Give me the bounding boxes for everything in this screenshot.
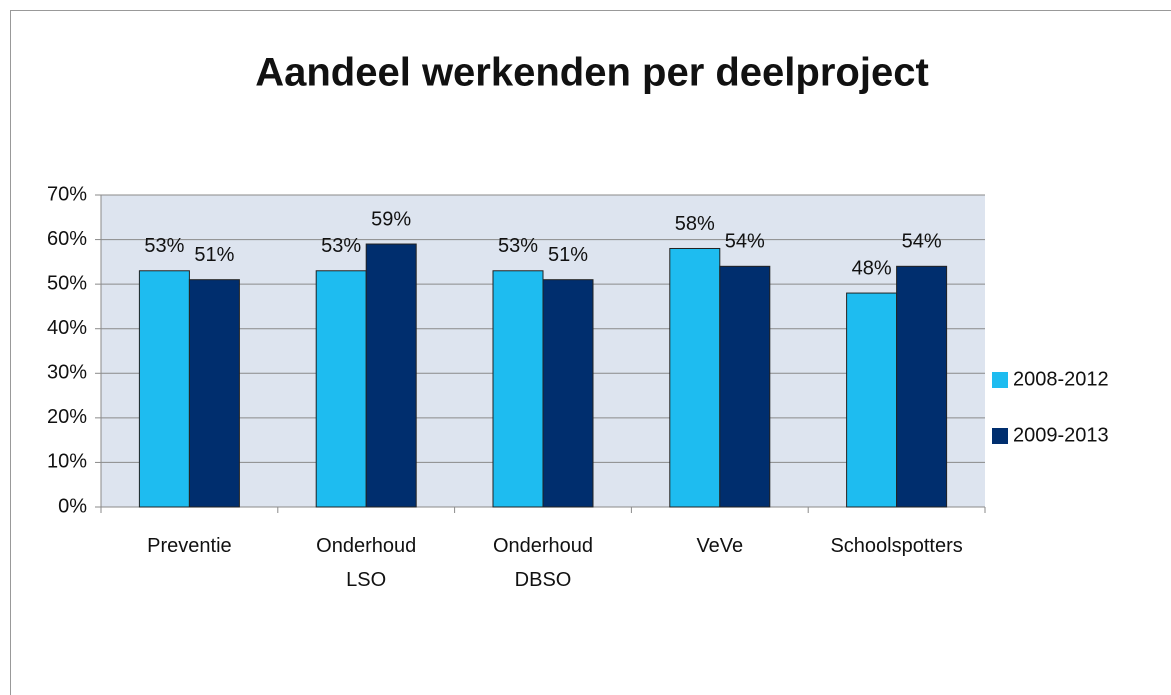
legend-label: 2008-2012 [1013,368,1109,390]
bar [492,270,544,508]
x-tick-label-line: DBSO [515,569,572,591]
data-label: 59% [371,208,411,230]
x-tick-label-line: VeVe [696,535,743,557]
y-tick-label: 20% [47,406,87,428]
bar [188,279,240,508]
y-tick-label: 60% [47,228,87,250]
bar [846,292,898,508]
bar [542,279,594,508]
bar [138,270,190,508]
y-tick-label: 40% [47,317,87,339]
chart-title: Aandeel werkenden per deelproject [255,51,929,95]
y-tick-label: 10% [47,451,87,473]
y-tick-label: 70% [47,183,87,205]
legend-label: 2009-2013 [1013,424,1109,446]
data-label: 53% [144,235,184,257]
bar [315,270,367,508]
x-tick-label-line: Preventie [147,535,232,557]
data-label: 54% [902,231,942,253]
data-label: 51% [194,244,234,266]
y-tick-label: 0% [58,495,87,517]
x-tick-label: Preventie [147,535,232,557]
y-tick-label: 30% [47,362,87,384]
bar [719,265,771,508]
legend-swatch [992,428,1008,444]
legend-swatch [992,372,1008,388]
x-tick-label-line: Schoolspotters [830,535,962,557]
data-label: 54% [725,231,765,253]
x-tick-label: VeVe [696,535,743,557]
bar [896,265,948,508]
x-tick-label-line: Onderhoud [493,535,593,557]
data-label: 53% [321,235,361,257]
x-tick-label: Onderhoud LSO [316,535,416,591]
bar [669,247,721,508]
x-tick-label-line: Onderhoud [316,535,416,557]
x-tick-label: Schoolspotters [830,535,962,557]
bar [365,243,417,508]
data-label: 48% [852,257,892,279]
x-tick-label: Onderhoud DBSO [493,535,593,591]
x-tick-label-line: LSO [346,569,386,591]
data-label: 53% [498,235,538,257]
data-label: 51% [548,244,588,266]
data-label: 58% [675,213,715,235]
y-tick-label: 50% [47,272,87,294]
